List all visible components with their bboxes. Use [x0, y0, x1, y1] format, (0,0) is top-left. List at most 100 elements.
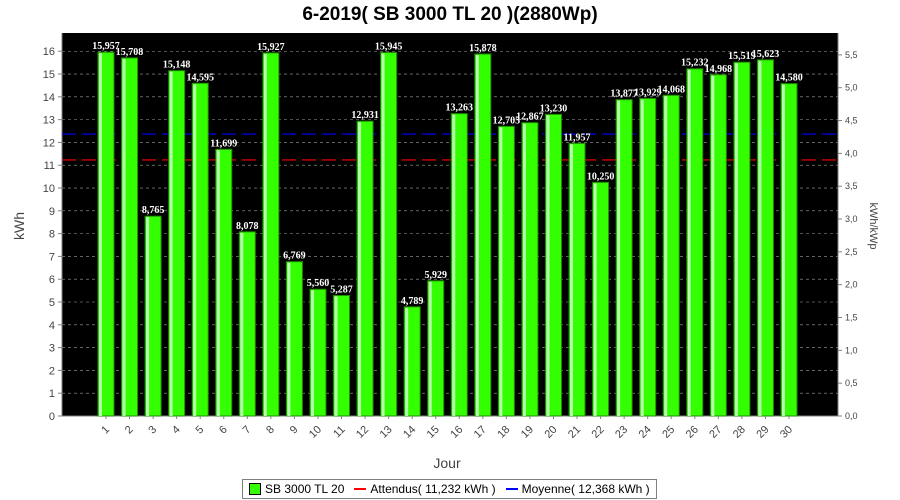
- legend-item-production: SB 3000 TL 20: [249, 482, 344, 496]
- x-tick-label: 2: [123, 424, 136, 437]
- bar-highlight: [381, 53, 385, 416]
- x-tick-label: 21: [566, 424, 583, 441]
- bar-highlight: [99, 53, 102, 417]
- bar-value-label: 4,789: [401, 296, 424, 307]
- legend-item-moyenne: Moyenne( 12,368 kWh ): [505, 482, 650, 496]
- y-tick-label: 6: [49, 274, 55, 286]
- bar-value-label: 5,560: [307, 278, 330, 289]
- legend-swatch-moyenne: [505, 488, 518, 490]
- chart-title: 6-2019( SB 3000 TL 20 )(2880Wp): [302, 4, 598, 25]
- x-tick-label: 10: [307, 424, 324, 441]
- y-tick-label: 0: [49, 411, 55, 423]
- legend-label-attendus: Attendus( 11,232 kWh ): [370, 482, 496, 496]
- x-tick-label: 25: [660, 424, 677, 441]
- bar-value-label: 14,595: [186, 72, 214, 83]
- bar-highlight: [499, 127, 503, 416]
- x-tick-label: 26: [684, 424, 701, 441]
- bar-highlight: [334, 296, 338, 416]
- y2-tick-label: 0,0: [845, 411, 858, 421]
- x-tick-label: 13: [378, 424, 395, 441]
- bar-highlight: [287, 262, 291, 416]
- y-tick-label: 5: [49, 297, 55, 309]
- bar-value-label: 5,929: [424, 270, 447, 281]
- x-tick-label: 12: [354, 424, 371, 441]
- bar-value-label: 15,945: [375, 41, 403, 52]
- x-tick-label: 30: [778, 424, 795, 441]
- legend-label-moyenne: Moyenne( 12,368 kWh ): [521, 482, 650, 496]
- x-tick-label: 5: [194, 424, 207, 437]
- y-tick-label: 10: [43, 183, 55, 195]
- x-tick-label: 14: [401, 424, 418, 441]
- bar-highlight: [475, 55, 479, 416]
- bar-highlight: [664, 96, 668, 417]
- bar-value-label: 15,927: [257, 42, 285, 53]
- bar-value-label: 13,929: [634, 87, 662, 98]
- bar-highlight: [522, 123, 526, 417]
- x-tick-label: 8: [264, 424, 277, 437]
- bar-value-label: 13,230: [540, 103, 568, 114]
- bar-highlight: [570, 144, 574, 416]
- bar-highlight: [640, 99, 644, 416]
- bar-highlight: [593, 183, 597, 416]
- y2-tick-label: 4,5: [845, 116, 858, 126]
- bar-value-label: 14,968: [705, 64, 733, 75]
- x-tick-label: 7: [241, 424, 254, 437]
- y-tick-label: 4: [49, 320, 55, 332]
- bar-value-label: 15,232: [681, 58, 709, 69]
- bar-highlight: [452, 114, 456, 416]
- y-tick-label: 14: [43, 92, 55, 104]
- bar-highlight: [122, 58, 126, 417]
- bar-value-label: 10,250: [587, 171, 615, 182]
- bar-value-label: 12,931: [351, 110, 379, 121]
- legend-item-attendus: Attendus( 11,232 kWh ): [354, 482, 496, 496]
- x-tick-label: 24: [637, 424, 654, 441]
- bar-value-label: 14,068: [657, 84, 685, 95]
- bar-value-label: 8,078: [236, 221, 259, 232]
- x-tick-label: 6: [217, 424, 230, 437]
- y2-tick-label: 4,0: [845, 148, 858, 158]
- legend-swatch-bar: [249, 483, 261, 495]
- bar-highlight: [310, 290, 314, 416]
- bar-highlight: [193, 84, 197, 417]
- legend: SB 3000 TL 20 Attendus( 11,232 kWh ) Moy…: [242, 479, 657, 499]
- legend-swatch-attendus: [354, 488, 367, 490]
- x-tick-label: 27: [707, 424, 724, 441]
- y2-tick-label: 0,5: [845, 378, 858, 388]
- x-tick-label: 18: [495, 424, 512, 441]
- bar-value-label: 15,148: [163, 60, 191, 71]
- x-tick-label: 19: [519, 424, 536, 441]
- y-tick-label: 3: [49, 343, 55, 355]
- legend-label-production: SB 3000 TL 20: [265, 482, 345, 496]
- bar-value-label: 15,623: [752, 49, 780, 60]
- bar-highlight: [358, 122, 362, 417]
- y-tick-label: 11: [44, 160, 55, 172]
- y-tick-label: 2: [49, 365, 55, 377]
- x-tick-label: 9: [288, 424, 301, 437]
- x-tick-label: 28: [731, 424, 748, 441]
- y-tick-label: 7: [49, 251, 55, 263]
- bar-highlight: [734, 63, 738, 417]
- y-tick-label: 8: [49, 229, 55, 241]
- y2-tick-label: 5,5: [845, 50, 858, 60]
- bar-value-label: 11,957: [564, 132, 591, 143]
- bar-value-label: 8,765: [142, 205, 165, 216]
- bar-highlight: [216, 150, 220, 416]
- bar-value-label: 15,957: [92, 41, 120, 52]
- bar-highlight: [546, 115, 550, 416]
- y-tick-label: 13: [43, 115, 55, 127]
- bar-value-label: 15,708: [116, 47, 144, 58]
- x-tick-label: 1: [99, 424, 112, 437]
- bar-highlight: [146, 217, 150, 416]
- bar-highlight: [617, 100, 621, 416]
- bar-highlight: [169, 71, 173, 416]
- bar-value-label: 15,878: [469, 43, 497, 54]
- y-tick-label: 16: [43, 46, 55, 58]
- plot-area: [62, 33, 838, 416]
- y2-tick-label: 1,5: [845, 313, 858, 323]
- y2-tick-label: 1,0: [845, 345, 858, 355]
- bar-value-label: 13,263: [446, 103, 474, 114]
- y-axis-label: kWh: [11, 212, 27, 240]
- x-tick-label: 16: [448, 424, 465, 441]
- y2-tick-label: 3,5: [845, 181, 858, 191]
- bar-highlight: [711, 75, 715, 417]
